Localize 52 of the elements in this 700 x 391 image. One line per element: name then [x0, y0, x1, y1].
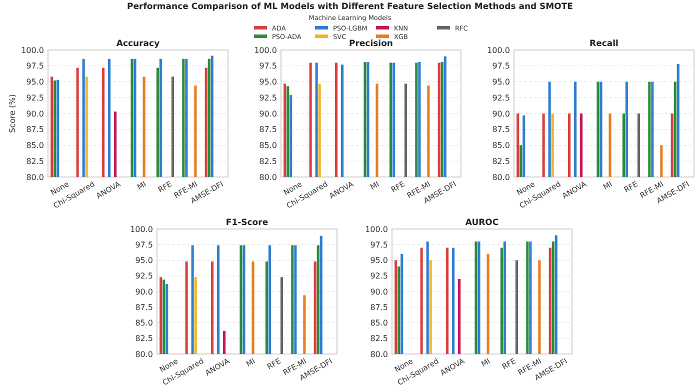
y-tick-label: 87.5 — [492, 125, 510, 134]
y-tick-label: 80.0 — [370, 350, 388, 359]
y-tick-label: 90.0 — [370, 287, 388, 296]
y-tick-label: 85.0 — [26, 141, 44, 150]
y-tick-label: 90.0 — [259, 109, 277, 118]
y-tick-label: 95.0 — [492, 78, 510, 87]
y-tick-label: 100.0 — [130, 224, 153, 234]
y-tick-label: 85.0 — [135, 318, 153, 328]
y-tick-label: 97.5 — [370, 240, 388, 250]
y-tick-label: 92.5 — [26, 93, 44, 102]
y-tick-label: 97.5 — [135, 240, 153, 250]
y-tick-label: 82.5 — [135, 334, 153, 344]
y-tick-label: 90.0 — [135, 287, 153, 296]
y-tick-label: 87.5 — [135, 302, 153, 312]
y-tick-label: 80.0 — [259, 172, 277, 182]
y-tick-label: 90.0 — [492, 109, 510, 118]
y-tick-label: 85.0 — [370, 318, 388, 328]
y-tick-label: 97.5 — [26, 62, 44, 71]
y-tick-label: 97.5 — [259, 62, 277, 71]
y-tick-label: 82.5 — [370, 334, 388, 344]
y-tick-label: 80.0 — [26, 172, 44, 182]
y-tick-label: 82.5 — [259, 156, 277, 166]
y-tick-label: 100.0 — [254, 46, 277, 55]
y-tick-label: 82.5 — [492, 156, 510, 166]
y-tick-label: 95.0 — [135, 256, 153, 266]
chart-title: AUROC — [465, 218, 499, 228]
y-tick-label: 80.0 — [135, 350, 153, 359]
y-tick-label: 82.5 — [26, 156, 44, 166]
y-tick-label: 100.0 — [487, 46, 510, 55]
y-tick-label: 87.5 — [259, 125, 277, 134]
y-tick-label: 92.5 — [259, 93, 277, 102]
y-tick-label: 90.0 — [26, 109, 44, 118]
y-tick-label: 92.5 — [135, 272, 153, 281]
y-tick-label: 87.5 — [370, 302, 388, 312]
y-tick-label: 92.5 — [492, 93, 510, 102]
text: Performance Comparison of ML Models with Different Feature Selection Methods and SMOTE — [127, 2, 574, 12]
y-tick-label: 100.0 — [365, 224, 388, 234]
y-tick-label: 80.0 — [492, 172, 510, 182]
y-axis-title: Score (%) — [8, 94, 17, 133]
y-tick-label: 95.0 — [370, 256, 388, 266]
chart-title: Accuracy — [116, 39, 160, 49]
y-tick-label: 85.0 — [492, 141, 510, 150]
y-tick-label: 95.0 — [26, 78, 44, 87]
chart-title: F1-Score — [226, 218, 268, 228]
y-tick-label: 95.0 — [259, 78, 277, 87]
y-tick-label: 92.5 — [370, 272, 388, 281]
chart-title: Precision — [348, 39, 394, 49]
y-tick-label: 100.0 — [21, 46, 44, 55]
y-tick-label: 87.5 — [26, 125, 44, 134]
y-tick-label: 97.5 — [492, 62, 510, 71]
chart-title: Recall — [590, 39, 619, 49]
y-tick-label: 85.0 — [259, 141, 277, 150]
